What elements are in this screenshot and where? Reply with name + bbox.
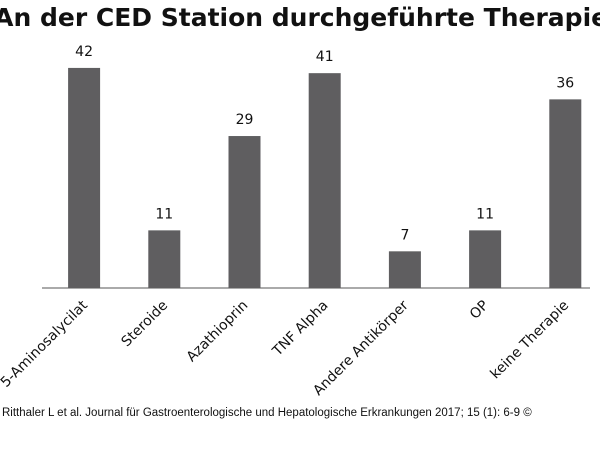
x-tick-label: 5-Aminosalycilat: [0, 297, 91, 391]
bar: [469, 230, 502, 288]
value-label: 7: [400, 227, 409, 243]
value-label: 41: [316, 49, 334, 65]
bar: [228, 136, 261, 288]
bar: [549, 99, 582, 288]
x-tick-label: keine Therapie: [487, 298, 572, 383]
bar: [68, 67, 101, 288]
bar: [388, 251, 421, 288]
source-note: Ritthaler L et al. Journal für Gastroent…: [2, 407, 532, 419]
x-tick-label: Azathioprin: [184, 298, 252, 366]
value-label: 11: [476, 206, 494, 222]
chart-title: An der CED Station durchgeführte Therapi…: [0, 3, 600, 32]
value-label: 36: [556, 75, 574, 91]
value-label: 11: [155, 206, 173, 222]
value-label: 42: [75, 44, 93, 60]
x-tick-label: OP: [467, 298, 492, 323]
value-label: 29: [236, 112, 254, 128]
x-tick-label: TNF Alpha: [269, 298, 331, 360]
x-tick-label: Steroide: [119, 298, 172, 351]
bar: [148, 230, 181, 288]
bar: [308, 73, 341, 288]
